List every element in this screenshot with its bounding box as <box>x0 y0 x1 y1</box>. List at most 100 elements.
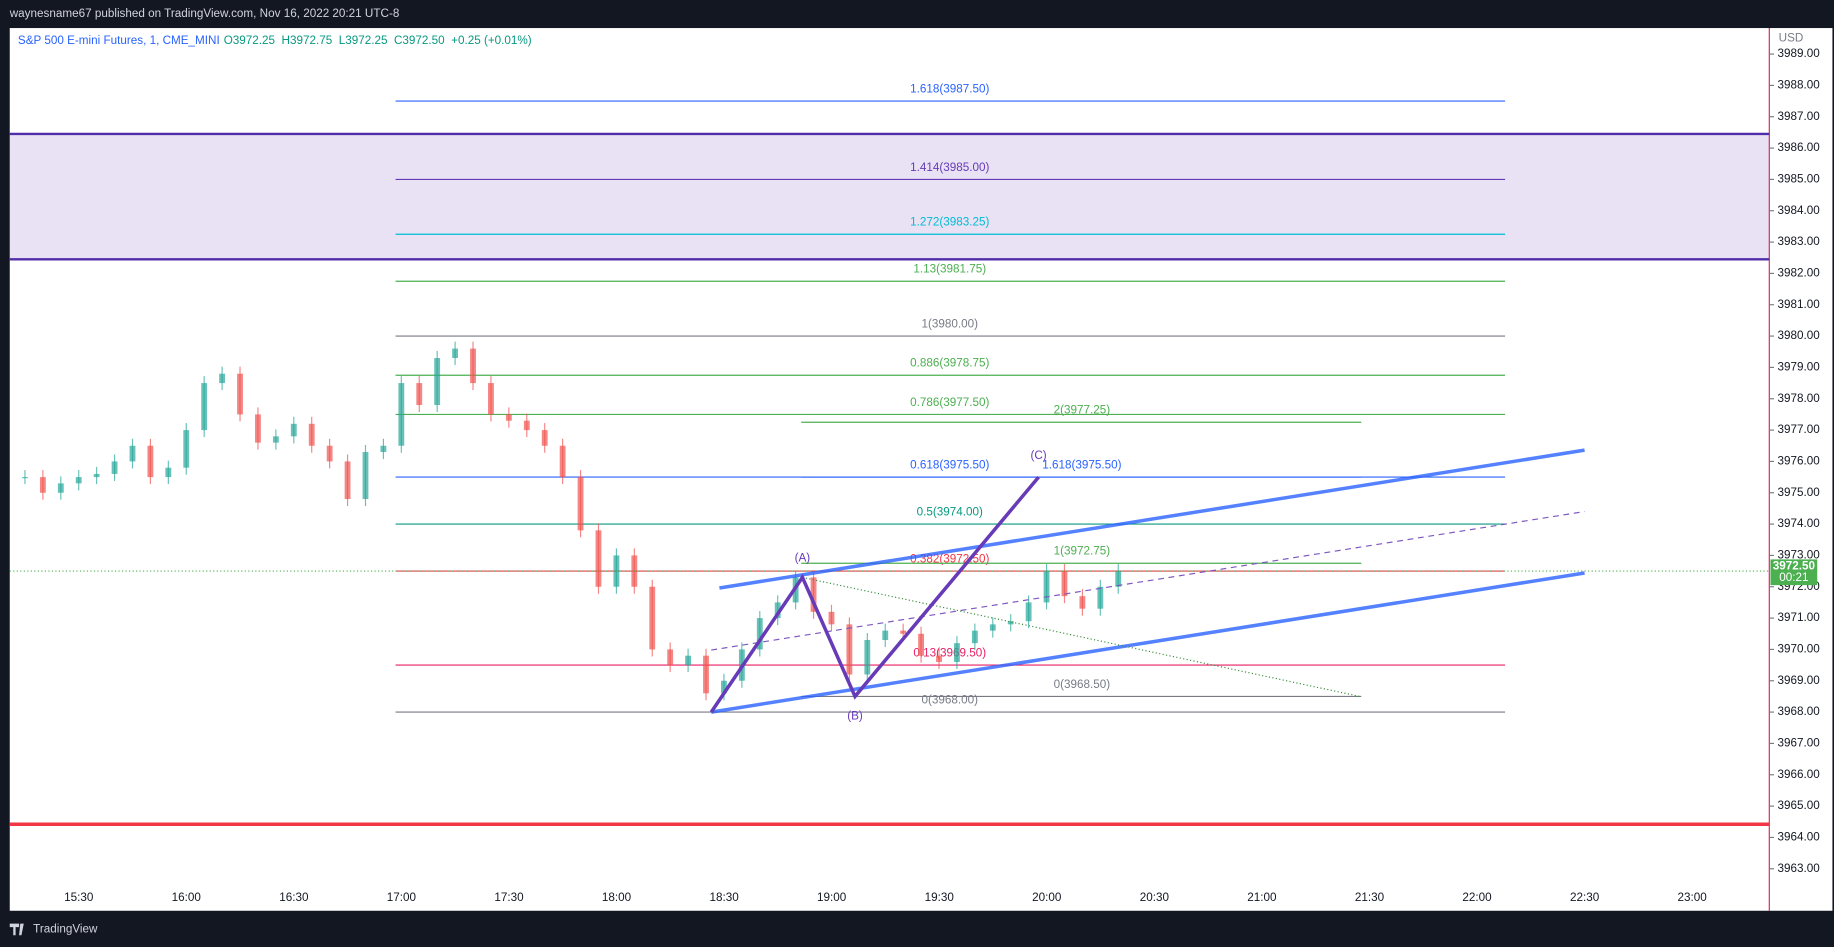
candle-body <box>129 445 136 462</box>
candle <box>577 470 584 538</box>
candle <box>954 636 960 669</box>
candle <box>344 454 351 507</box>
candle <box>362 445 369 507</box>
candle <box>129 438 136 469</box>
candle <box>1115 564 1122 594</box>
candle <box>398 376 405 453</box>
brand-name: TradingView <box>33 923 98 936</box>
candle <box>667 642 674 673</box>
x-tick-label: 21:00 <box>1247 891 1277 904</box>
candle <box>39 470 46 500</box>
ohlc: O3972.25 H3972.75 L3972.25 C3972.50 +0.2… <box>224 34 532 47</box>
x-tick-label: 21:30 <box>1355 891 1385 904</box>
channel-lower <box>710 571 1585 714</box>
candle-body <box>846 624 853 675</box>
candle-body <box>971 630 978 644</box>
brand: TradingView <box>9 923 98 936</box>
candle-body <box>93 473 100 478</box>
y-tick-label: 3977.00 <box>1777 423 1820 436</box>
candle <box>308 416 315 453</box>
candle-body <box>989 624 996 631</box>
candle <box>219 366 226 391</box>
candle <box>183 423 190 475</box>
x-tick-label: 16:00 <box>172 891 202 904</box>
candle <box>111 454 118 481</box>
y-tick-label: 3981.00 <box>1777 298 1820 311</box>
candle <box>165 460 172 485</box>
candle <box>290 416 297 444</box>
fib-label: 0.13(3969.50) <box>913 646 986 659</box>
fib-label: 0(3968.00) <box>921 693 978 706</box>
y-tick-label: 3976.00 <box>1777 455 1820 468</box>
candle-body <box>1007 621 1014 625</box>
candle-body <box>255 414 261 443</box>
y-tick-label: 3984.00 <box>1777 204 1820 217</box>
candle-body <box>237 373 243 415</box>
y-tick-label: 3983.00 <box>1777 235 1820 248</box>
candle-body <box>1115 571 1122 587</box>
candle <box>541 423 548 453</box>
candle-body <box>380 445 387 453</box>
x-tick-label: 17:30 <box>494 891 524 904</box>
candle <box>864 633 871 682</box>
fib-ext-label: 2(3977.25) <box>1054 404 1111 417</box>
candle-body <box>416 383 423 406</box>
candle-body <box>452 348 459 359</box>
brand-logo <box>9 923 24 936</box>
candle <box>703 648 709 701</box>
candle-body <box>183 430 190 468</box>
candle <box>918 626 925 663</box>
wave-label: (C) <box>1030 449 1046 462</box>
fib-ext-label: 1.618(3975.50) <box>1042 458 1121 471</box>
fib-label: 0.618(3975.50) <box>910 458 989 471</box>
candle-body <box>649 586 656 650</box>
candle <box>201 376 208 438</box>
candle-body <box>398 383 405 446</box>
candle-body <box>703 655 709 694</box>
candle <box>1025 595 1032 629</box>
y-tick-label: 3982.00 <box>1777 267 1820 280</box>
candle <box>1079 589 1086 616</box>
current-price-label: 3972.50 <box>1773 560 1816 573</box>
candle-body <box>344 461 351 500</box>
y-tick-label: 3969.00 <box>1777 674 1820 687</box>
symbol: S&P 500 E-mini Futures, 1, CME_MINI <box>18 34 220 47</box>
candle-body <box>559 445 566 478</box>
candle <box>971 623 978 651</box>
candle-body <box>272 436 279 443</box>
candle <box>93 466 100 485</box>
channel-middle <box>711 510 1585 651</box>
wave-path <box>709 475 1040 714</box>
candle-body <box>505 414 512 421</box>
candle <box>380 438 387 460</box>
channel-upper <box>719 448 1585 590</box>
candle-body <box>470 348 476 384</box>
candle <box>75 470 82 491</box>
candle <box>559 438 566 485</box>
candle-body <box>39 477 46 493</box>
candle-body <box>595 530 602 587</box>
countdown: 00:21 <box>1779 571 1808 584</box>
x-tick-label: 20:30 <box>1140 891 1170 904</box>
y-tick-label: 3989.00 <box>1777 47 1820 60</box>
fib-label: 0.886(3978.75) <box>910 357 989 370</box>
candle-body <box>810 577 817 612</box>
candle <box>774 595 781 626</box>
x-tick-label: 16:30 <box>279 891 309 904</box>
x-tick-label: 18:00 <box>602 891 632 904</box>
x-tick-label: 17:00 <box>387 891 417 904</box>
x-tick-label: 18:30 <box>709 891 739 904</box>
published-note: waynesname67 published on TradingView.co… <box>9 7 400 20</box>
candle-body <box>488 383 494 415</box>
x-tick-label: 22:30 <box>1570 891 1600 904</box>
candle <box>756 611 763 657</box>
candle-body <box>577 477 584 531</box>
chart-area <box>9 28 1833 911</box>
candle-body <box>756 618 763 650</box>
candle-body <box>1061 571 1068 597</box>
wave-label: (A) <box>795 552 811 565</box>
candle-body <box>308 423 315 446</box>
fib-label: 1.272(3983.25) <box>910 216 989 229</box>
